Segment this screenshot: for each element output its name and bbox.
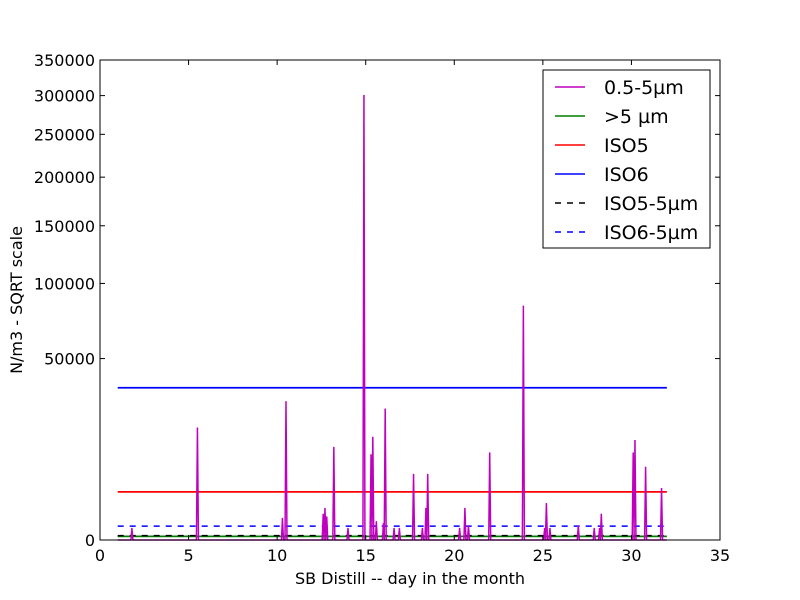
spike-point-17 xyxy=(412,473,415,476)
y-axis-title: N/m3 - SQRT scale xyxy=(7,226,26,374)
spike-point-15 xyxy=(393,527,395,530)
spike-point-6 xyxy=(325,516,328,518)
spike-point-27 xyxy=(545,502,548,505)
legend-label: >5 µm xyxy=(604,106,669,128)
legend-label: ISO5 xyxy=(604,135,649,157)
spike-point-18 xyxy=(421,527,424,530)
spike-point-26 xyxy=(543,527,546,530)
y-tick-label: 250000 xyxy=(34,125,95,144)
spike-point-12 xyxy=(375,521,378,523)
legend-label: 0.5-5µm xyxy=(604,77,684,99)
y-tick-label: 200000 xyxy=(34,168,95,187)
spike-point-34 xyxy=(634,439,636,442)
spike-point-10 xyxy=(370,454,372,456)
y-tick-label: 350000 xyxy=(34,51,95,70)
spike-point-9 xyxy=(363,94,365,97)
x-tick-label: 30 xyxy=(621,546,641,565)
legend-box xyxy=(542,69,711,249)
spike-point-28 xyxy=(549,527,551,530)
spike-point-25 xyxy=(522,305,525,308)
x-tick-label: 10 xyxy=(267,546,287,565)
spike-point-33 xyxy=(632,452,634,454)
spike-point-31 xyxy=(598,527,601,530)
spike-point-20 xyxy=(426,473,429,476)
spike-point-21 xyxy=(458,527,461,530)
legend-items: 0.5-5µm >5 µm ISO5 ISO6 ISO5-5µm ISO6-5µm xyxy=(555,77,698,244)
x-axis-title: SB Distill -- day in the month xyxy=(295,569,525,588)
spike-point-19 xyxy=(425,507,427,510)
spike-point-24 xyxy=(488,452,491,454)
y-tick-label: 300000 xyxy=(34,87,95,106)
x-tick-label: 15 xyxy=(356,546,376,565)
spike-point-7 xyxy=(333,446,335,449)
x-tick-label: 0 xyxy=(95,546,105,565)
legend: 0.5-5µm >5 µm ISO5 ISO6 ISO5-5µm ISO6-5µm xyxy=(542,69,711,249)
axes-frame xyxy=(99,59,721,541)
spike-point-13 xyxy=(382,522,385,525)
x-tick-label: 25 xyxy=(533,546,553,565)
spike-point-14 xyxy=(384,408,387,410)
spike-point-5 xyxy=(324,507,326,510)
spike-point-22 xyxy=(464,507,466,510)
x-tick-label: 5 xyxy=(183,546,193,565)
spike-point-16 xyxy=(398,527,401,530)
y-tick-label: 0 xyxy=(85,531,95,550)
y-axis-ticks: 0 50000 100000 150000 200000 250000 300000 3500… xyxy=(34,51,720,550)
spike-point-8 xyxy=(347,527,349,530)
y-tick-label: 100000 xyxy=(34,274,95,293)
spike-point-29 xyxy=(577,525,580,527)
spike-point-0 xyxy=(131,527,133,530)
spike-point-1 xyxy=(196,427,199,429)
x-tick-label: 20 xyxy=(444,546,464,565)
legend-label: ISO6-5µm xyxy=(604,222,698,244)
spike-point-3 xyxy=(285,401,287,403)
spike-point-11 xyxy=(372,436,374,439)
spike-point-30 xyxy=(593,527,596,530)
spike-point-23 xyxy=(467,525,470,527)
spike-point-35 xyxy=(644,466,647,469)
spike-point-32 xyxy=(600,513,603,516)
x-axis-ticks: 0 5 10 15 20 25 30 35 xyxy=(95,60,730,565)
y-tick-label: 150000 xyxy=(34,217,95,236)
y-tick-label: 50000 xyxy=(44,350,95,369)
legend-label: ISO5-5µm xyxy=(604,193,698,215)
legend-label: ISO6 xyxy=(604,164,649,186)
spike-point-2 xyxy=(281,517,284,520)
x-tick-label: 35 xyxy=(710,546,730,565)
spike-point-36 xyxy=(660,487,663,490)
spike-point-4 xyxy=(322,513,325,516)
